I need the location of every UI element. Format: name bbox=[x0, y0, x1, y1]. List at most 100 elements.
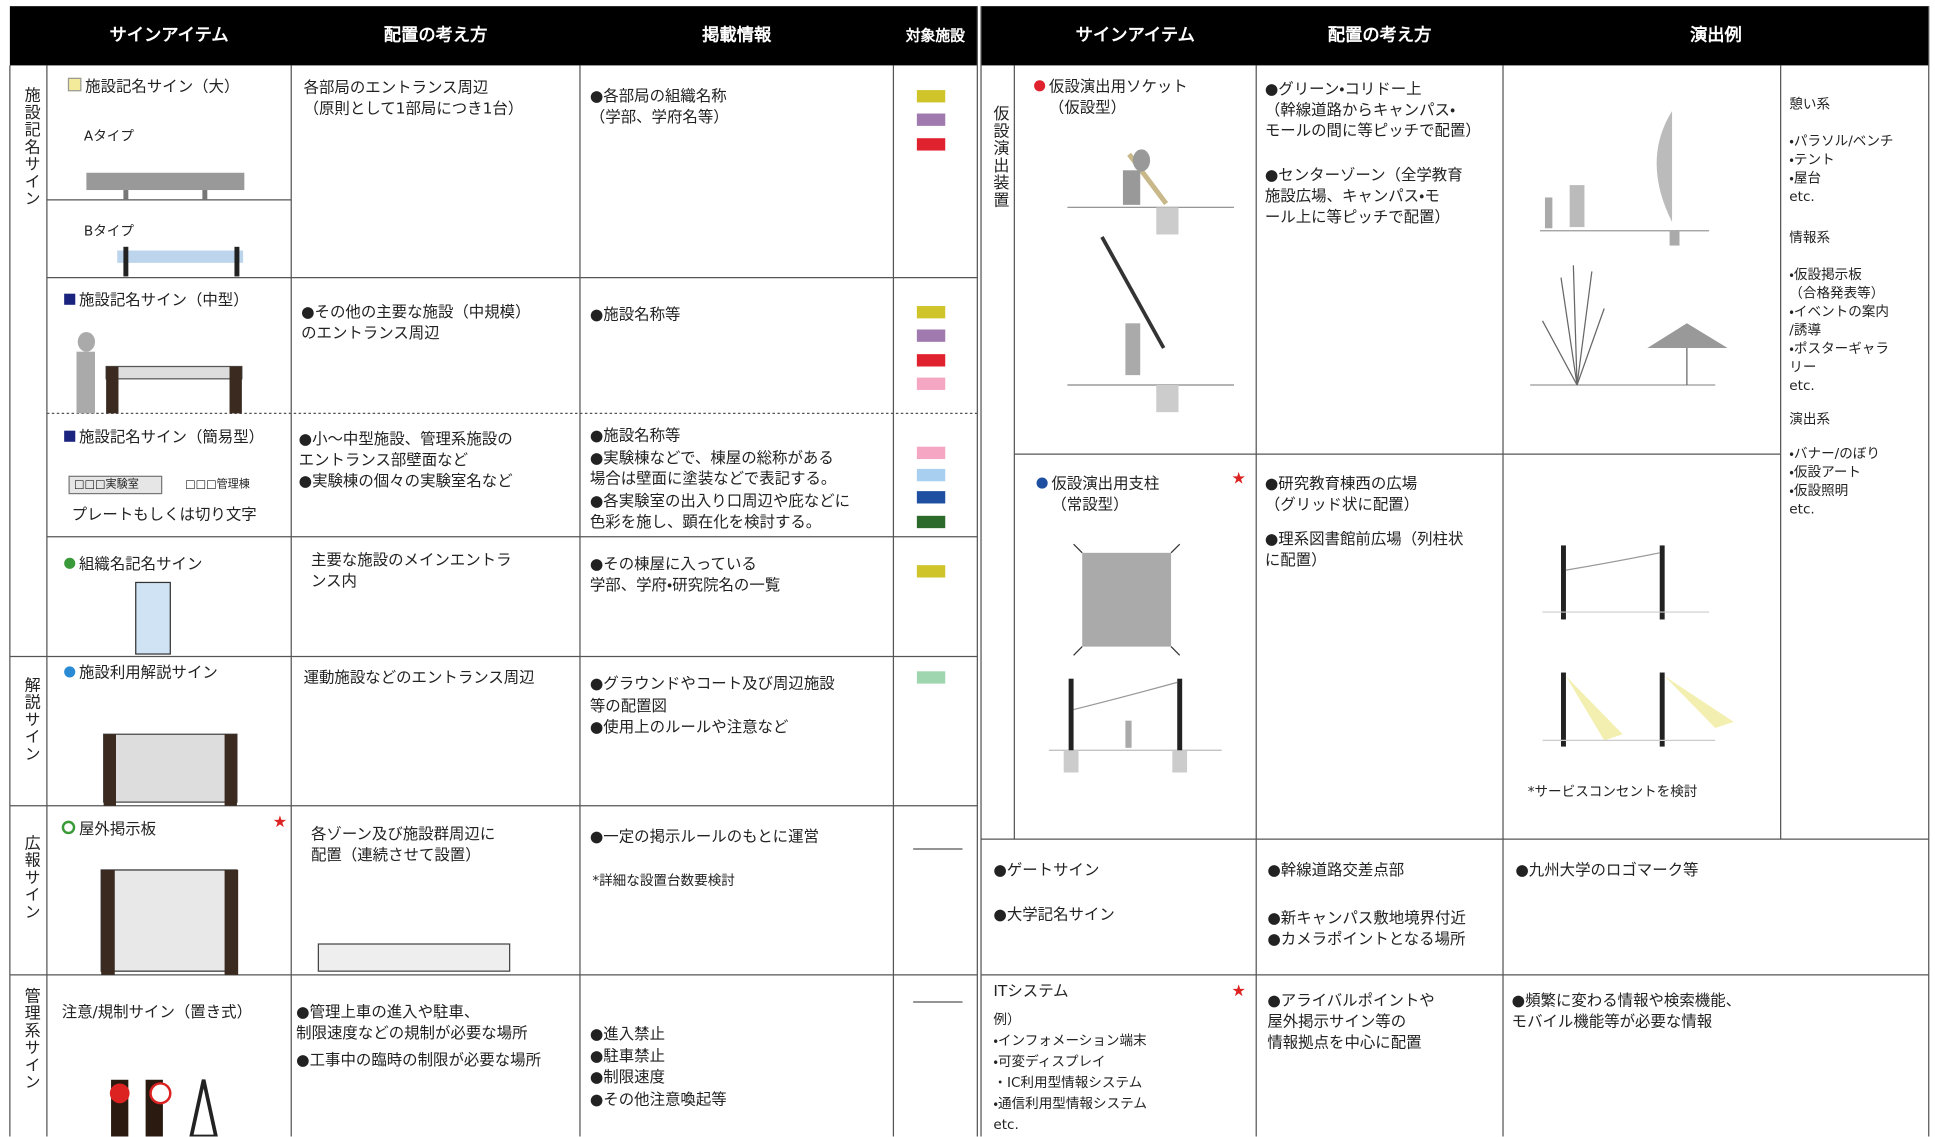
text-line: 学部、学府・研究院名の一覧 bbox=[589, 575, 781, 594]
star-icon: ★ bbox=[1231, 470, 1246, 489]
text-line: 等の配置図 bbox=[589, 695, 667, 714]
item-title: 施設利用解説サイン bbox=[64, 661, 218, 682]
text-line: etc. bbox=[993, 1116, 1019, 1133]
item-title: 施設記名サイン（大） bbox=[67, 75, 240, 96]
header-cell: 演出例 bbox=[1689, 25, 1742, 46]
text-line: （仮設型） bbox=[1048, 97, 1127, 116]
swatch bbox=[916, 446, 946, 460]
text-line: ●理系図書館前広場（列柱状 bbox=[1264, 529, 1464, 548]
text-line: 仮設演出用支柱 bbox=[1051, 473, 1160, 493]
text-line: ●管理上車の進入や駐車、 bbox=[296, 1002, 480, 1021]
text-line: etc. bbox=[1789, 188, 1815, 205]
group-label: 施設記名サイン bbox=[20, 86, 40, 208]
text-line: ●その他注意喚起等 bbox=[589, 1089, 727, 1108]
text-line: モバイル機能等が必要な情報 bbox=[1511, 1011, 1713, 1031]
text-line: 各部局のエントランス周辺 bbox=[303, 77, 489, 97]
text-line: ●センターゾーン（全学教育 bbox=[1264, 165, 1463, 184]
text-line: ●カメラポイントとなる場所 bbox=[1267, 929, 1466, 948]
text-line: 情報拠点を中心に配置 bbox=[1267, 1032, 1422, 1052]
header-cell: サインアイテム bbox=[109, 25, 229, 46]
text-line: etc. bbox=[1789, 501, 1815, 518]
text-line: ●その棟屋に入っている bbox=[589, 554, 757, 573]
text-line: ●使用上のルールや注意など bbox=[589, 716, 789, 736]
text-line: ・仮設掲示板 bbox=[1789, 266, 1862, 283]
text-line: （グリッド状に配置） bbox=[1264, 494, 1420, 514]
text-line: ・インフォメーション端末 bbox=[993, 1032, 1147, 1049]
group-label: 管理系サイン bbox=[20, 987, 40, 1091]
swatch bbox=[916, 515, 946, 529]
text-line: ●ゲートサイン bbox=[993, 860, 1100, 879]
swatch bbox=[916, 354, 946, 367]
swatch bbox=[916, 90, 946, 103]
text-line: ●研究教育棟西の広場 bbox=[1264, 473, 1418, 493]
header-cell: 配置の考え方 bbox=[1327, 25, 1432, 46]
group-label: 仮設演出装置 bbox=[989, 104, 1009, 209]
text-line: 制限速度などの規制が必要な場所 bbox=[296, 1022, 528, 1042]
item-text: 施設記名サイン（簡易型） bbox=[78, 426, 265, 446]
text-line: ●駐車禁止 bbox=[589, 1045, 666, 1065]
text-line: ●アライバルポイントや bbox=[1267, 990, 1435, 1010]
text-line: （常設型） bbox=[1051, 494, 1129, 514]
header-cell: 掲載情報 bbox=[702, 25, 772, 46]
text-line: （学部、学府名等） bbox=[589, 107, 729, 126]
text-line: 例） bbox=[993, 1011, 1021, 1028]
item-text: 施設記名サイン（中型） bbox=[78, 289, 249, 309]
text-line: ンス内 bbox=[310, 571, 357, 590]
header-cell: 対象施設 bbox=[905, 27, 965, 45]
header-cell: サインアイテム bbox=[1075, 25, 1195, 46]
note: *サービスコンセントを検討 bbox=[1527, 783, 1698, 800]
text-line: 演出系 bbox=[1789, 410, 1831, 427]
text-line: ・テント bbox=[1789, 151, 1835, 168]
text-line: に配置） bbox=[1264, 550, 1327, 569]
text-line: モールの間に等ピッチで配置） bbox=[1264, 120, 1481, 140]
text-line: （幹線道路からキャンパス・ bbox=[1264, 99, 1456, 119]
item-text: 屋外掲示板 bbox=[78, 819, 157, 838]
text-line: /誘導 bbox=[1789, 322, 1822, 339]
type-label: Aタイプ bbox=[83, 128, 134, 145]
swatch bbox=[916, 306, 946, 319]
swatch bbox=[916, 468, 946, 482]
text-line: （原則として1部局につき1台） bbox=[303, 98, 524, 118]
text-line: ●グラウンドやコート及び周辺施設 bbox=[589, 673, 835, 693]
text-line: ・屋台 bbox=[1789, 170, 1822, 187]
text-line: ●幹線道路交差点部 bbox=[1267, 860, 1405, 879]
text-line: ・パラソル/ベンチ bbox=[1789, 133, 1894, 150]
swatch bbox=[916, 377, 946, 390]
text-line: ・仮設アート bbox=[1789, 463, 1861, 481]
item-title: 施設記名サイン（中型） bbox=[64, 289, 249, 310]
swatch bbox=[916, 113, 946, 126]
text-line: 施設広場、キャンパス・モ bbox=[1264, 186, 1440, 205]
item-text: 施設利用解説サイン bbox=[78, 662, 218, 682]
text-line: 各ゾーン及び施設群周辺に bbox=[310, 824, 496, 843]
plate-label: □□□管理棟 bbox=[185, 478, 250, 492]
text-line: 配置（連続させて設置） bbox=[310, 845, 481, 864]
text-line: ●制限速度 bbox=[589, 1067, 666, 1086]
text-line: ●大学記名サイン bbox=[993, 904, 1115, 924]
text-line: エントランス部壁面など bbox=[298, 450, 469, 469]
text-line: ●実験棟の個々の実験室名など bbox=[298, 471, 513, 490]
text-line: 主要な施設のメインエントラ bbox=[310, 550, 512, 569]
text-line: ●新キャンパス敷地境界付近 bbox=[1267, 908, 1466, 927]
group-label: 解説サイン bbox=[20, 676, 40, 763]
item-title: 屋外掲示板 bbox=[61, 818, 157, 839]
text-line: のエントランス周辺 bbox=[301, 323, 440, 342]
text-line: etc. bbox=[1789, 377, 1815, 394]
text-line: ・ポスターギャラ bbox=[1789, 340, 1889, 357]
text-line: ●一定の掲示ルールのもとに運営 bbox=[589, 826, 819, 846]
text-line: 色彩を施し、顕在化を検討する。 bbox=[589, 512, 822, 531]
text-line: ・イベントの案内 bbox=[1789, 303, 1889, 320]
text-line: 憩い系 bbox=[1789, 96, 1831, 113]
text-line: ・IC利用型情報システム bbox=[993, 1074, 1143, 1091]
text-line: ●施設名称等 bbox=[589, 425, 681, 445]
text-line: ール上に等ピッチで配置） bbox=[1264, 207, 1450, 226]
item-text: 施設記名サイン（大） bbox=[85, 76, 240, 96]
group-label: 広報サイン bbox=[20, 834, 40, 921]
item-lines: 仮設演出用ソケット （仮設型） bbox=[1049, 75, 1188, 117]
text-line: 屋外掲示サイン等の bbox=[1267, 1011, 1407, 1031]
text-line: ・可変ディスプレイ bbox=[993, 1053, 1106, 1070]
text-line: ●その他の主要な施設（中規模） bbox=[301, 302, 531, 321]
text-line: 情報系 bbox=[1789, 229, 1831, 246]
text-line: （合格発表等） bbox=[1789, 285, 1885, 302]
text-line: 場合は壁面に塗装などで表記する。 bbox=[589, 468, 837, 488]
